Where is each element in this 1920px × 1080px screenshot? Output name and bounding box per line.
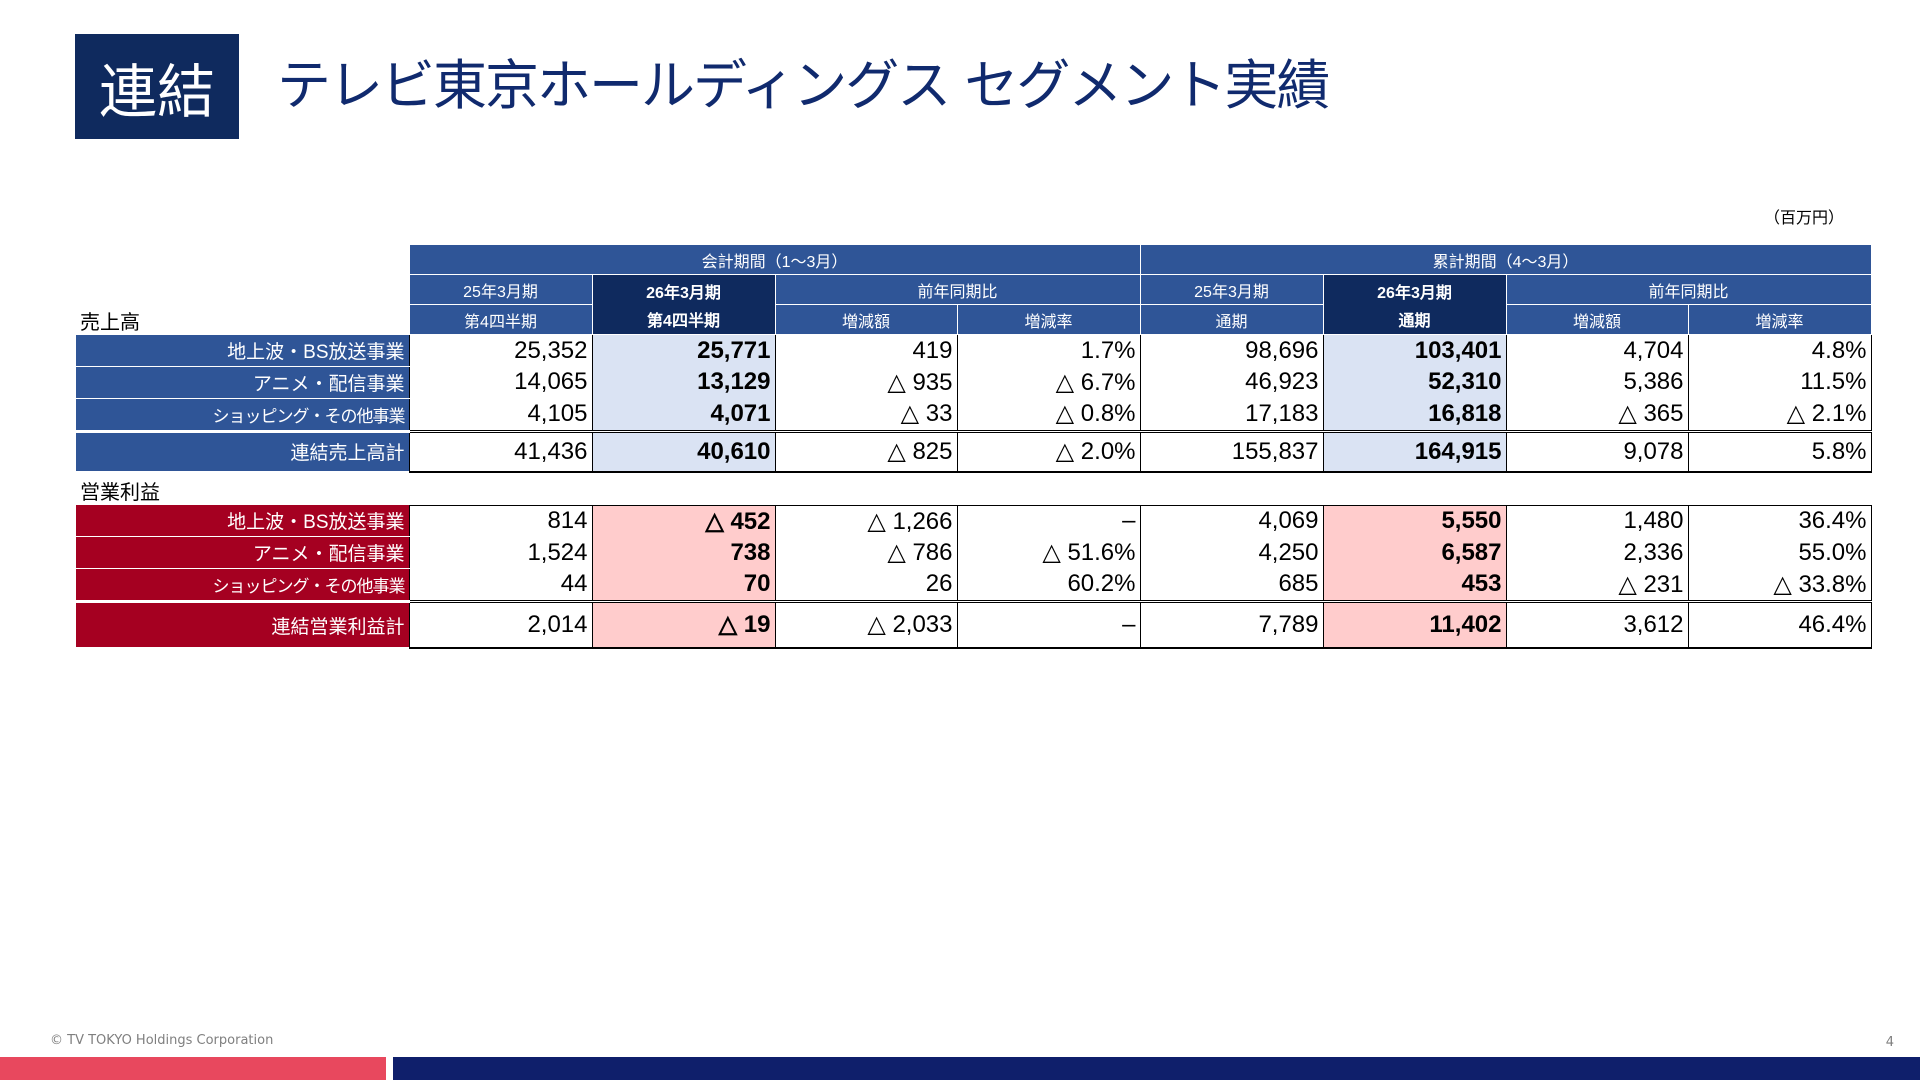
table-total-row: 連結営業利益計 2,014 △ 19 △ 2,033 – 7,789 11,40…	[76, 600, 1872, 649]
header-quarter-period: 会計期間（1～3月）	[408, 244, 1141, 275]
row-label: アニメ・配信事業	[76, 536, 409, 569]
table-row: アニメ・配信事業 14,065 13,129 △ 935 △ 6.7% 46,9…	[76, 366, 1872, 399]
table-row: アニメ・配信事業 1,524 738 △ 786 △ 51.6% 4,250 6…	[76, 536, 1872, 569]
header-cumulative-period: 累計期間（4～3月）	[1139, 244, 1872, 275]
header-rate-y: 増減率	[1687, 304, 1872, 335]
segment-results-table: 会計期間（1～3月） 累計期間（4～3月） 25年3月期 26年3月期 第4四半期…	[76, 244, 1872, 649]
table-row: ショッピング・その他事業 4,105 4,071 △ 33 △ 0.8% 17,…	[76, 398, 1872, 432]
row-label: ショッピング・その他事業	[76, 568, 409, 602]
table-row: 地上波・BS放送事業 814 △ 452 △ 1,266 – 4,069 5,5…	[76, 504, 1872, 537]
header-diff-y: 増減額	[1505, 304, 1689, 335]
section-profit: 営業利益	[80, 482, 160, 504]
consolidated-badge: 連結	[75, 34, 239, 139]
header-yoy-q: 前年同期比	[774, 274, 1141, 305]
header-rate-q: 増減率	[956, 304, 1141, 335]
header-prev-q-sub: 第4四半期	[408, 304, 593, 335]
row-label: 連結営業利益計	[76, 600, 409, 648]
unit-label: （百万円）	[1763, 208, 1844, 227]
row-label: アニメ・配信事業	[76, 366, 409, 399]
table-row: 地上波・BS放送事業 25,352 25,771 419 1.7% 98,696…	[76, 334, 1872, 367]
row-label: ショッピング・その他事業	[76, 398, 409, 432]
row-label: 連結売上高計	[76, 429, 409, 472]
header-diff-q: 増減額	[774, 304, 958, 335]
page-number: 4	[1885, 1035, 1894, 1050]
header-cur-y: 26年3月期 通期	[1322, 274, 1507, 335]
section-sales: 売上高	[80, 311, 140, 334]
header-prev-y-sub: 通期	[1139, 304, 1324, 335]
page-title: テレビ東京ホールディングス セグメント実績	[277, 54, 1330, 117]
row-label: 地上波・BS放送事業	[76, 505, 409, 537]
header-prev-q: 25年3月期	[408, 274, 593, 305]
table-row: ショッピング・その他事業 44 70 26 60.2% 685 453 △ 23…	[76, 568, 1872, 602]
footer-red-bar	[0, 1057, 386, 1080]
header-prev-y: 25年3月期	[1139, 274, 1324, 305]
header-yoy-y: 前年同期比	[1505, 274, 1872, 305]
table-total-row: 連結売上高計 41,436 40,610 △ 825 △ 2.0% 155,83…	[76, 429, 1872, 473]
row-label: 地上波・BS放送事業	[76, 334, 409, 367]
footer-navy-bar	[393, 1057, 1920, 1080]
copyright-text: © TV TOKYO Holdings Corporation	[50, 1033, 274, 1048]
header-cur-q: 26年3月期 第4四半期	[591, 274, 776, 335]
